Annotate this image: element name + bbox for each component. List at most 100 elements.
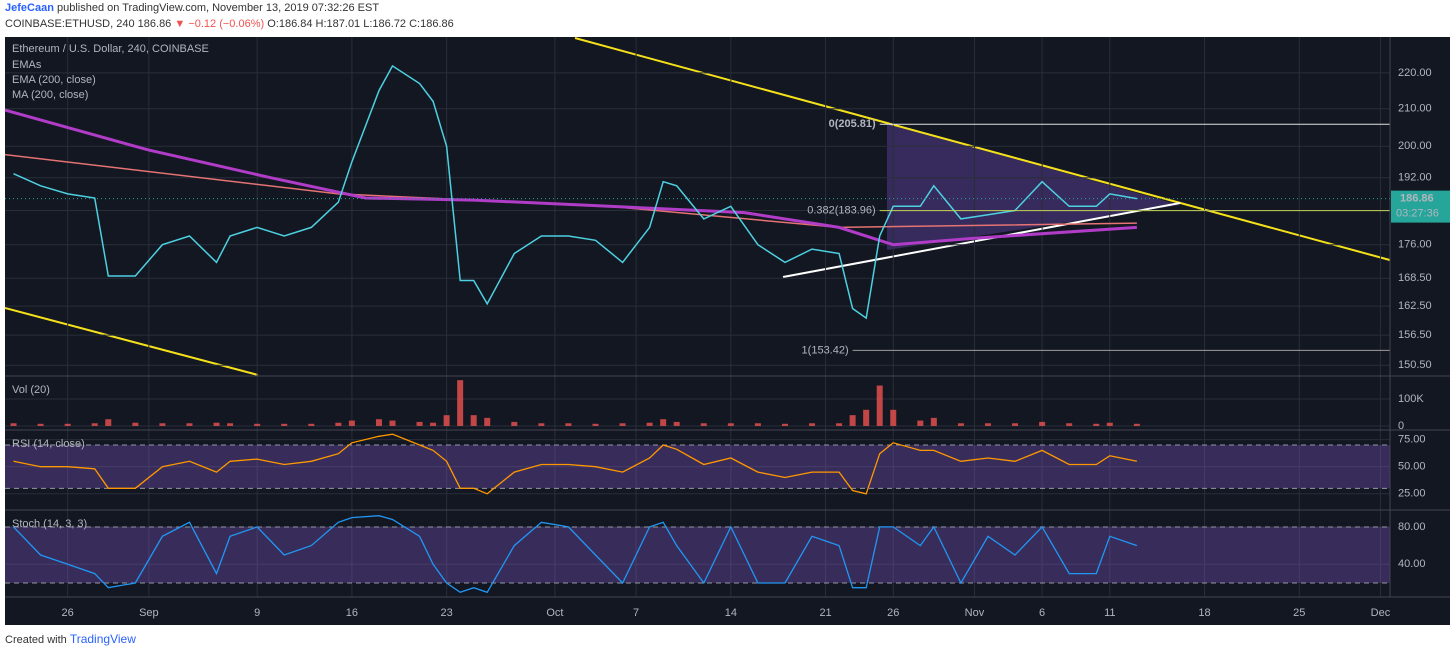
x-tick-label: 23 — [440, 607, 452, 619]
volume-bar — [430, 422, 437, 426]
trend-line — [782, 202, 1181, 278]
volume-bar — [1093, 423, 1100, 426]
trend-line — [5, 307, 259, 376]
volume-bar — [254, 423, 261, 426]
volume-bar — [511, 421, 518, 426]
panel-title: Ethereum / U.S. Dollar, 240, COINBASE — [12, 43, 209, 55]
y-tick-label: 50.00 — [1398, 461, 1426, 473]
volume-bar — [132, 422, 139, 426]
x-tick-label: 9 — [254, 607, 260, 619]
volume-bar — [917, 420, 924, 426]
last-price: 186.86 — [138, 18, 172, 30]
y-tick-label: 162.50 — [1398, 300, 1432, 312]
volume-bar — [1039, 421, 1046, 426]
y-tick-label: 80.00 — [1398, 521, 1426, 533]
indicator-line — [5, 108, 1137, 247]
fib-label: 0.382(183.96) — [807, 205, 876, 217]
volume-bar — [538, 423, 545, 426]
y-tick-label: 192.00 — [1398, 172, 1432, 184]
volume-bar — [37, 423, 44, 426]
plot-area — [5, 37, 1390, 597]
volume-bar — [984, 423, 991, 426]
created-with: Created with — [5, 634, 67, 646]
x-tick-label: 6 — [1039, 607, 1045, 619]
x-tick-label: Nov — [965, 607, 985, 619]
volume-bar — [1066, 423, 1073, 426]
panel-title: Stoch (14, 3, 3) — [12, 518, 87, 530]
header-line: JefeCaan published on TradingView.com, N… — [5, 2, 379, 14]
x-tick-label: Oct — [546, 607, 563, 619]
y-tick-label: 200.00 — [1398, 140, 1432, 152]
volume-bar — [930, 417, 937, 426]
x-tick-label: 18 — [1198, 607, 1210, 619]
band — [5, 445, 1390, 489]
volume-bar — [484, 417, 491, 426]
volume-bar — [416, 421, 423, 426]
published: published on TradingView.com, November 1… — [57, 2, 379, 14]
volume-bar — [91, 423, 98, 426]
y-tick-label: 210.00 — [1398, 103, 1432, 115]
countdown: 03:27:36 — [1396, 208, 1439, 220]
volume-bar — [375, 419, 382, 426]
y-tick-label: 156.50 — [1398, 329, 1432, 341]
legend-entry: EMA (200, close) — [12, 74, 96, 86]
x-tick-label: 26 — [887, 607, 899, 619]
x-tick-label: 21 — [819, 607, 831, 619]
x-tick-label: 14 — [725, 607, 737, 619]
volume-bar — [10, 423, 17, 426]
y-tick-label: 150.50 — [1398, 359, 1432, 371]
symbol-line: COINBASE:ETHUSD, 240 186.86 ▼ −0.12 (−0.… — [5, 18, 454, 30]
volume-bar — [890, 409, 897, 426]
volume-bar — [754, 423, 761, 426]
volume-bar — [64, 423, 71, 426]
y-tick-label: 168.50 — [1398, 272, 1432, 284]
volume-bar — [335, 422, 342, 426]
volume-bar — [565, 423, 572, 426]
y-tick-label: 176.00 — [1398, 239, 1432, 251]
y-tick-label: 25.00 — [1398, 488, 1426, 500]
volume-bar — [389, 420, 396, 426]
volume-bar — [957, 423, 964, 426]
volume-bar — [186, 423, 193, 426]
oscillator-line — [13, 515, 1138, 594]
volume-bar — [105, 419, 112, 426]
volume-bar — [592, 423, 599, 426]
volume-bar — [443, 415, 450, 426]
price-line — [13, 64, 1138, 320]
x-tick-label: Dec — [1371, 607, 1391, 619]
volume-bar — [646, 422, 653, 426]
x-tick-label: 7 — [633, 607, 639, 619]
volume-bar — [1012, 423, 1019, 426]
volume-bar — [308, 423, 315, 426]
ohlc: O:186.84 H:187.01 L:186.72 C:186.86 — [267, 18, 454, 30]
panel-title: Vol (20) — [12, 384, 50, 396]
volume-bar — [213, 422, 220, 426]
x-tick-label: 11 — [1104, 607, 1115, 619]
y-tick-label: 75.00 — [1398, 433, 1426, 445]
volume-bar — [660, 419, 667, 426]
price-tag-label: 186.86 — [1400, 193, 1434, 205]
legend-entry: MA (200, close) — [12, 89, 88, 101]
legend-entry: EMAs — [12, 59, 42, 71]
volume-bar — [159, 423, 166, 426]
volume-bar — [836, 423, 843, 426]
x-tick-label: 26 — [62, 607, 74, 619]
volume-bar — [281, 423, 288, 426]
volume-bar — [457, 380, 464, 426]
y-tick-label: 220.00 — [1398, 67, 1432, 79]
volume-bar — [673, 421, 680, 426]
x-tick-label: 16 — [346, 607, 358, 619]
footer: Created with TradingView — [5, 632, 136, 646]
volume-bar — [1106, 422, 1113, 426]
volume-bar — [876, 385, 883, 426]
trend-line — [574, 37, 1390, 262]
volume-bar — [348, 420, 355, 426]
volume-bar — [470, 415, 477, 426]
volume-bar — [809, 423, 816, 426]
x-tick-label: 25 — [1293, 607, 1305, 619]
fib-label: 0(205.81) — [829, 118, 876, 130]
y-tick-label: 0 — [1398, 420, 1404, 432]
volume-bar — [700, 423, 707, 426]
volume-bar — [227, 423, 234, 426]
